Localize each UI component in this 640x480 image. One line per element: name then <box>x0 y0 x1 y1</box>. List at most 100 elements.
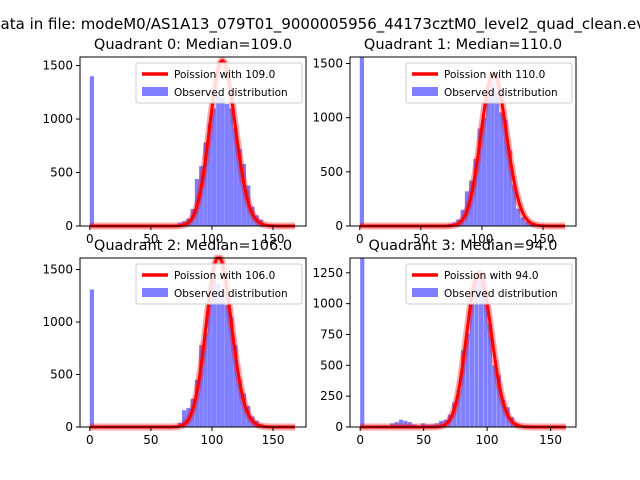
histogram-bar <box>199 345 204 427</box>
x-tick-label: 0 <box>356 433 364 447</box>
legend-label-observed: Observed distribution <box>444 288 558 300</box>
histogram-bar <box>360 258 365 427</box>
y-tick-label: 1000 <box>42 315 73 329</box>
x-tick-label: 0 <box>86 232 94 246</box>
histogram-bar <box>456 389 461 427</box>
histogram-bar <box>89 76 94 226</box>
histogram-bar <box>474 277 479 427</box>
histogram-bar <box>211 108 217 226</box>
histogram-bar <box>237 380 242 427</box>
histogram-bar <box>224 104 229 226</box>
histogram-bar <box>216 284 221 427</box>
histogram-bar <box>216 95 221 226</box>
panel-title: Quadrant 3: Median=94.0 <box>369 238 558 254</box>
x-tick-label: 50 <box>143 232 158 246</box>
histogram-bar <box>501 399 506 427</box>
histogram-bar <box>469 180 474 226</box>
histogram-bar <box>211 280 217 427</box>
figure-suptitle: Data in file: modeM0/AS1A13_079T01_90000… <box>0 15 640 34</box>
legend: Poission with 110.0 Observed distribution <box>405 62 573 104</box>
histogram-bar <box>220 290 225 427</box>
y-tick-label: 500 <box>320 358 343 372</box>
y-tick-label: 500 <box>50 368 73 382</box>
y-tick-label: 500 <box>50 166 73 180</box>
panel-title: Quadrant 2: Median=106.0 <box>94 238 292 254</box>
legend-label-poisson: Poission with 109.0 <box>174 69 275 81</box>
x-tick-label: 50 <box>143 433 158 447</box>
histogram-bar <box>499 112 504 226</box>
x-tick-label: 100 <box>470 232 493 246</box>
y-tick-label: 0 <box>335 219 343 233</box>
histogram-bar <box>478 274 484 427</box>
histogram-bar <box>438 420 444 427</box>
histogram-bar <box>483 296 488 427</box>
panel-title: Quadrant 0: Median=109.0 <box>94 37 292 53</box>
histogram-bar <box>452 402 457 427</box>
histogram-bar <box>359 57 364 226</box>
x-tick-label: 50 <box>416 433 431 447</box>
legend-label-poisson: Poission with 110.0 <box>444 69 545 81</box>
legend-bar-swatch <box>142 288 168 297</box>
x-tick-label: 100 <box>200 232 223 246</box>
histogram-bar <box>89 289 94 427</box>
panel-2: Quadrant 2: Median=106.0 0 50 100 150 0 500 100… <box>42 238 307 447</box>
y-tick-label: 750 <box>320 327 343 341</box>
histogram-bar <box>403 420 408 427</box>
histogram-bar <box>507 150 512 226</box>
histogram-bar <box>496 375 501 427</box>
histogram-bar <box>516 208 521 226</box>
histogram-bar <box>421 423 426 427</box>
legend-label-poisson: Poission with 106.0 <box>174 270 275 282</box>
legend-label-observed: Observed distribution <box>174 87 288 99</box>
y-tick-label: 1000 <box>312 111 343 125</box>
histogram-bar <box>469 303 475 427</box>
x-tick-label: 0 <box>86 433 94 447</box>
panel-3: Quadrant 3: Median=94.0 0 50 100 150 0 250 500 7… <box>312 238 577 447</box>
histogram-bar <box>520 217 525 226</box>
legend: Poission with 94.0 Observed distribution <box>405 263 573 305</box>
y-tick-label: 0 <box>65 420 73 434</box>
histogram-bar <box>233 127 238 226</box>
histogram-bar <box>477 128 482 226</box>
histogram-bar <box>203 332 208 427</box>
y-tick-label: 500 <box>320 165 343 179</box>
legend-label-poisson: Poission with 94.0 <box>444 270 539 282</box>
legend-frame <box>405 263 573 305</box>
histogram-bar <box>481 117 487 226</box>
histogram-bar <box>224 305 229 427</box>
panel-0: Quadrant 0: Median=109.0 0 50 100 1500 500 100… <box>42 37 307 246</box>
y-tick-label: 0 <box>65 219 73 233</box>
panel-title: Quadrant 1: Median=110.0 <box>364 37 562 53</box>
histogram-bar <box>486 96 491 226</box>
histogram-bar <box>503 119 508 226</box>
legend-label-observed: Observed distribution <box>174 288 288 300</box>
x-tick-label: 50 <box>413 232 428 246</box>
x-tick-label: 100 <box>200 433 223 447</box>
legend-bar-swatch <box>412 87 438 96</box>
axes-frame <box>79 257 307 428</box>
y-tick-label: 1000 <box>42 112 73 126</box>
legend-frame <box>405 62 573 104</box>
histogram-bar <box>473 158 478 226</box>
axes-frame <box>79 56 307 227</box>
y-tick-label: 1500 <box>42 59 73 73</box>
legend-label-observed: Observed distribution <box>444 87 558 99</box>
axes-frame <box>349 257 577 428</box>
legend: Poission with 106.0 Observed distribution <box>135 263 303 305</box>
histogram-bar <box>528 223 534 226</box>
panel-1: Quadrant 1: Median=110.0 0 50 100 1500 500 100… <box>312 37 577 246</box>
y-tick-label: 1250 <box>312 266 343 280</box>
x-tick-label: 150 <box>262 433 285 447</box>
histogram-bar <box>182 410 187 427</box>
histogram-bar <box>394 422 399 427</box>
y-tick-label: 1500 <box>312 57 343 71</box>
panels-group: Quadrant 0: Median=109.00 50 100 1500500100… <box>42 37 577 447</box>
histogram-bar <box>220 97 225 226</box>
histogram-bar <box>241 393 247 427</box>
histogram-bar <box>461 350 466 427</box>
histogram-bar <box>524 221 529 226</box>
histogram-bar <box>199 166 204 226</box>
y-tick-label: 250 <box>320 389 343 403</box>
x-tick-label: 150 <box>539 433 562 447</box>
